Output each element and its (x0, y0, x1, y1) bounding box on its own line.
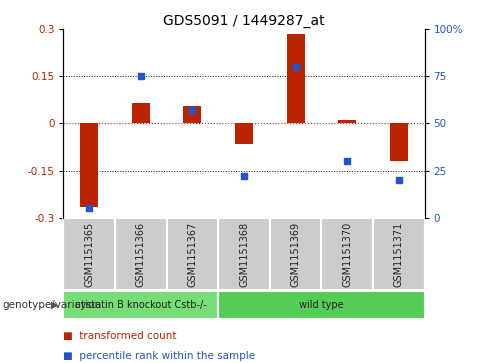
Text: wild type: wild type (299, 300, 344, 310)
Point (137, 73, 145, 79)
Bar (183, 106, 202, 123)
Point (188, 107, 196, 113)
Text: GSM1151371: GSM1151371 (394, 221, 404, 287)
Point (292, 64, 300, 70)
Bar (235, 123, 253, 144)
Title: GDS5091 / 1449287_at: GDS5091 / 1449287_at (163, 14, 325, 28)
Text: ■  percentile rank within the sample: ■ percentile rank within the sample (63, 351, 256, 361)
Text: ■  transformed count: ■ transformed count (63, 331, 177, 341)
Point (395, 177, 403, 183)
Bar (80, 123, 98, 207)
Point (240, 174, 248, 179)
Point (85, 205, 93, 211)
Text: GSM1151368: GSM1151368 (239, 221, 249, 286)
Text: GSM1151369: GSM1151369 (290, 221, 301, 286)
Bar (390, 123, 408, 161)
Text: GSM1151370: GSM1151370 (342, 221, 352, 287)
Bar (132, 103, 150, 123)
Bar (218, 291, 425, 319)
Bar (286, 34, 305, 123)
Text: ▶: ▶ (51, 300, 59, 310)
Point (343, 158, 351, 164)
Text: GSM1151366: GSM1151366 (136, 221, 146, 286)
Bar (338, 120, 356, 123)
Text: GSM1151367: GSM1151367 (187, 221, 198, 287)
Text: cystatin B knockout Cstb-/-: cystatin B knockout Cstb-/- (75, 300, 207, 310)
Text: GSM1151365: GSM1151365 (84, 221, 94, 287)
Bar (63, 291, 218, 319)
Text: genotype/variation: genotype/variation (2, 300, 102, 310)
